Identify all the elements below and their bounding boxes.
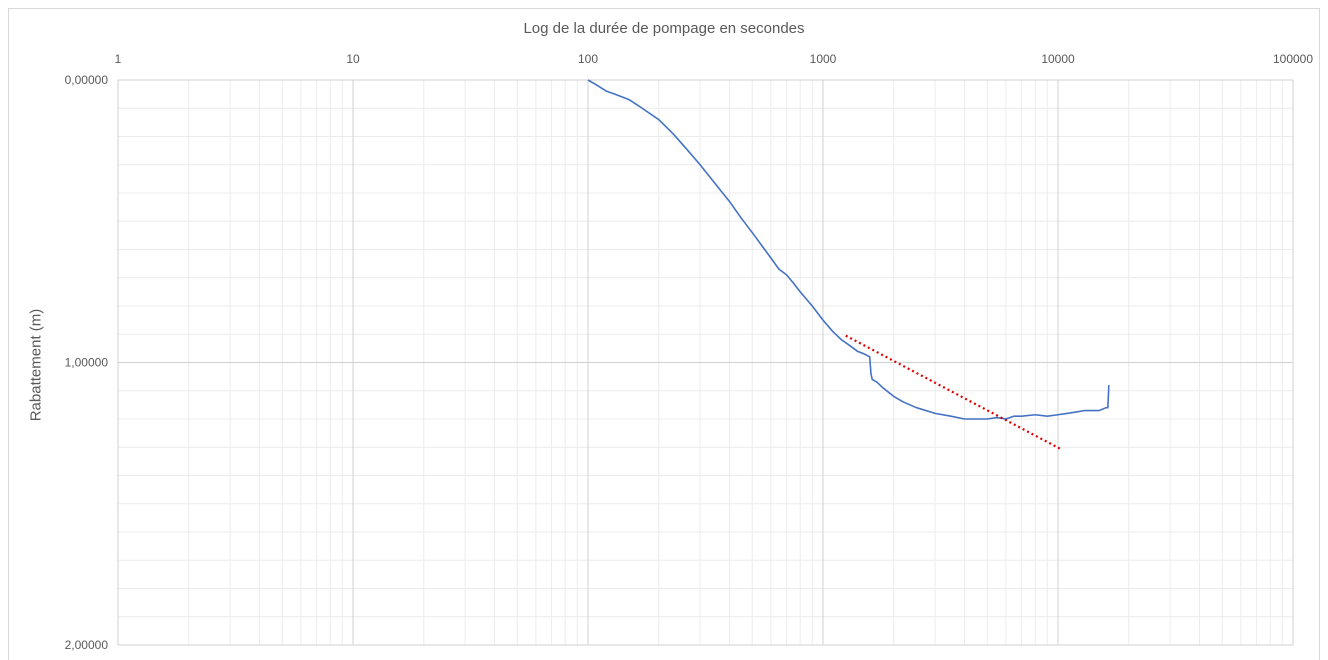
- major-gridlines: [117, 79, 1294, 646]
- x-tick-label: 10000: [1041, 52, 1075, 66]
- y-tick-labels: 0,00000 1,00000 2,00000: [65, 73, 109, 652]
- x-tick-label: 10: [346, 52, 360, 66]
- trend-line: [845, 334, 1061, 450]
- y-tick-label: 2,00000: [65, 638, 109, 652]
- x-tick-labels: 1 10 100 1000 10000 100000: [115, 52, 1314, 66]
- x-tick-label: 100: [578, 52, 598, 66]
- x-axis-title: Log de la durée de pompage en secondes: [523, 20, 805, 37]
- series-group: [587, 79, 1110, 450]
- series-line: [587, 79, 1110, 420]
- y-axis-title: Rabattement (m): [27, 308, 45, 422]
- y-tick-label: 0,00000: [65, 73, 109, 87]
- x-tick-label: 1: [115, 52, 122, 66]
- x-tick-label: 1000: [810, 52, 837, 66]
- y-tick-label: 1,00000: [65, 356, 109, 370]
- x-tick-label: 100000: [1273, 52, 1313, 66]
